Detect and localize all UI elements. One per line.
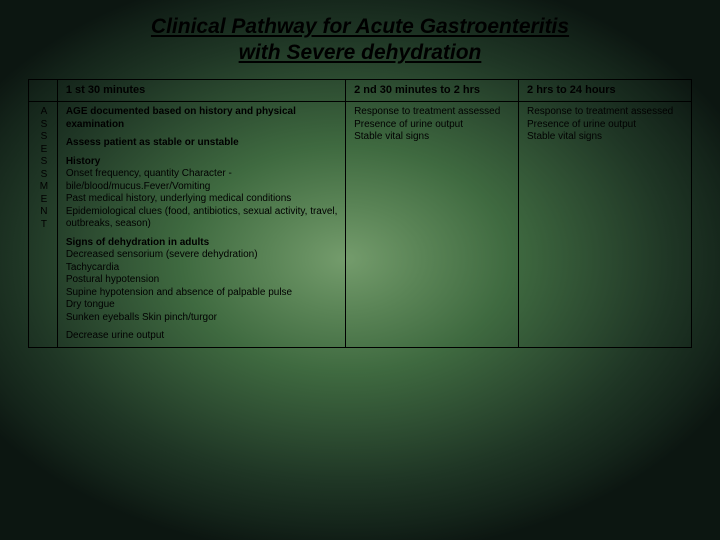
col1-history-1: Onset frequency, quantity Character - bi… xyxy=(66,168,232,192)
col1-signs-block: Signs of dehydration in adults Decreased… xyxy=(66,237,339,325)
slide-title: Clinical Pathway for Acute Gastroenterit… xyxy=(0,0,720,75)
table-body-row: A S S E S S M E N T AGE documented based… xyxy=(29,102,692,348)
vletter: S xyxy=(37,131,51,144)
pathway-table: 1 st 30 minutes 2 nd 30 minutes to 2 hrs… xyxy=(28,79,692,348)
table-header-row: 1 st 30 minutes 2 nd 30 minutes to 2 hrs… xyxy=(29,79,692,102)
title-line-2: with Severe dehydration xyxy=(239,41,482,64)
col1-history-heading: History xyxy=(66,156,100,167)
vletter: E xyxy=(37,194,51,207)
col1-last: Decrease urine output xyxy=(66,330,339,343)
col3-line-2: Presence of urine output xyxy=(527,119,685,132)
header-col2: 2 nd 30 minutes to 2 hrs xyxy=(346,79,519,102)
col2-line-3: Stable vital signs xyxy=(354,131,512,144)
title-line-1: Clinical Pathway for Acute Gastroenterit… xyxy=(151,15,569,38)
col1-history-2: Past medical history, underlying medical… xyxy=(66,193,291,204)
col1-signs-3: Postural hypotension xyxy=(66,274,159,285)
col1-history-3: Epidemiological clues (food, antibiotics… xyxy=(66,206,338,230)
vletter: M xyxy=(37,181,51,194)
col1-history-block: History Onset frequency, quantity Charac… xyxy=(66,156,339,231)
vertical-label-cell: A S S E S S M E N T xyxy=(29,102,58,348)
col3-line-3: Stable vital signs xyxy=(527,131,685,144)
col1-signs-1: Decreased sensorium (severe dehydration) xyxy=(66,249,258,260)
col1-intro-1: AGE documented based on history and phys… xyxy=(66,106,339,131)
vletter: A xyxy=(37,106,51,119)
col1-signs-6: Sunken eyeballs Skin pinch/turgor xyxy=(66,312,217,323)
col1-signs-5: Dry tongue xyxy=(66,299,115,310)
col1-signs-2: Tachycardia xyxy=(66,262,119,273)
slide: Clinical Pathway for Acute Gastroenterit… xyxy=(0,0,720,540)
vletter: T xyxy=(37,219,51,232)
cell-col1: AGE documented based on history and phys… xyxy=(57,102,345,348)
vletter: S xyxy=(37,156,51,169)
col1-signs-4: Supine hypotension and absence of palpab… xyxy=(66,287,292,298)
cell-col2: Response to treatment assessed Presence … xyxy=(346,102,519,348)
col2-line-2: Presence of urine output xyxy=(354,119,512,132)
vletter: S xyxy=(37,119,51,132)
col1-signs-heading: Signs of dehydration in adults xyxy=(66,237,209,248)
vletter: N xyxy=(37,206,51,219)
header-blank xyxy=(29,79,58,102)
col2-line-1: Response to treatment assessed xyxy=(354,106,512,119)
col1-intro-2: Assess patient as stable or unstable xyxy=(66,137,339,150)
header-col3: 2 hrs to 24 hours xyxy=(519,79,692,102)
cell-col3: Response to treatment assessed Presence … xyxy=(519,102,692,348)
vletter: E xyxy=(37,144,51,157)
col3-line-1: Response to treatment assessed xyxy=(527,106,685,119)
header-col1: 1 st 30 minutes xyxy=(57,79,345,102)
vletter: S xyxy=(37,169,51,182)
